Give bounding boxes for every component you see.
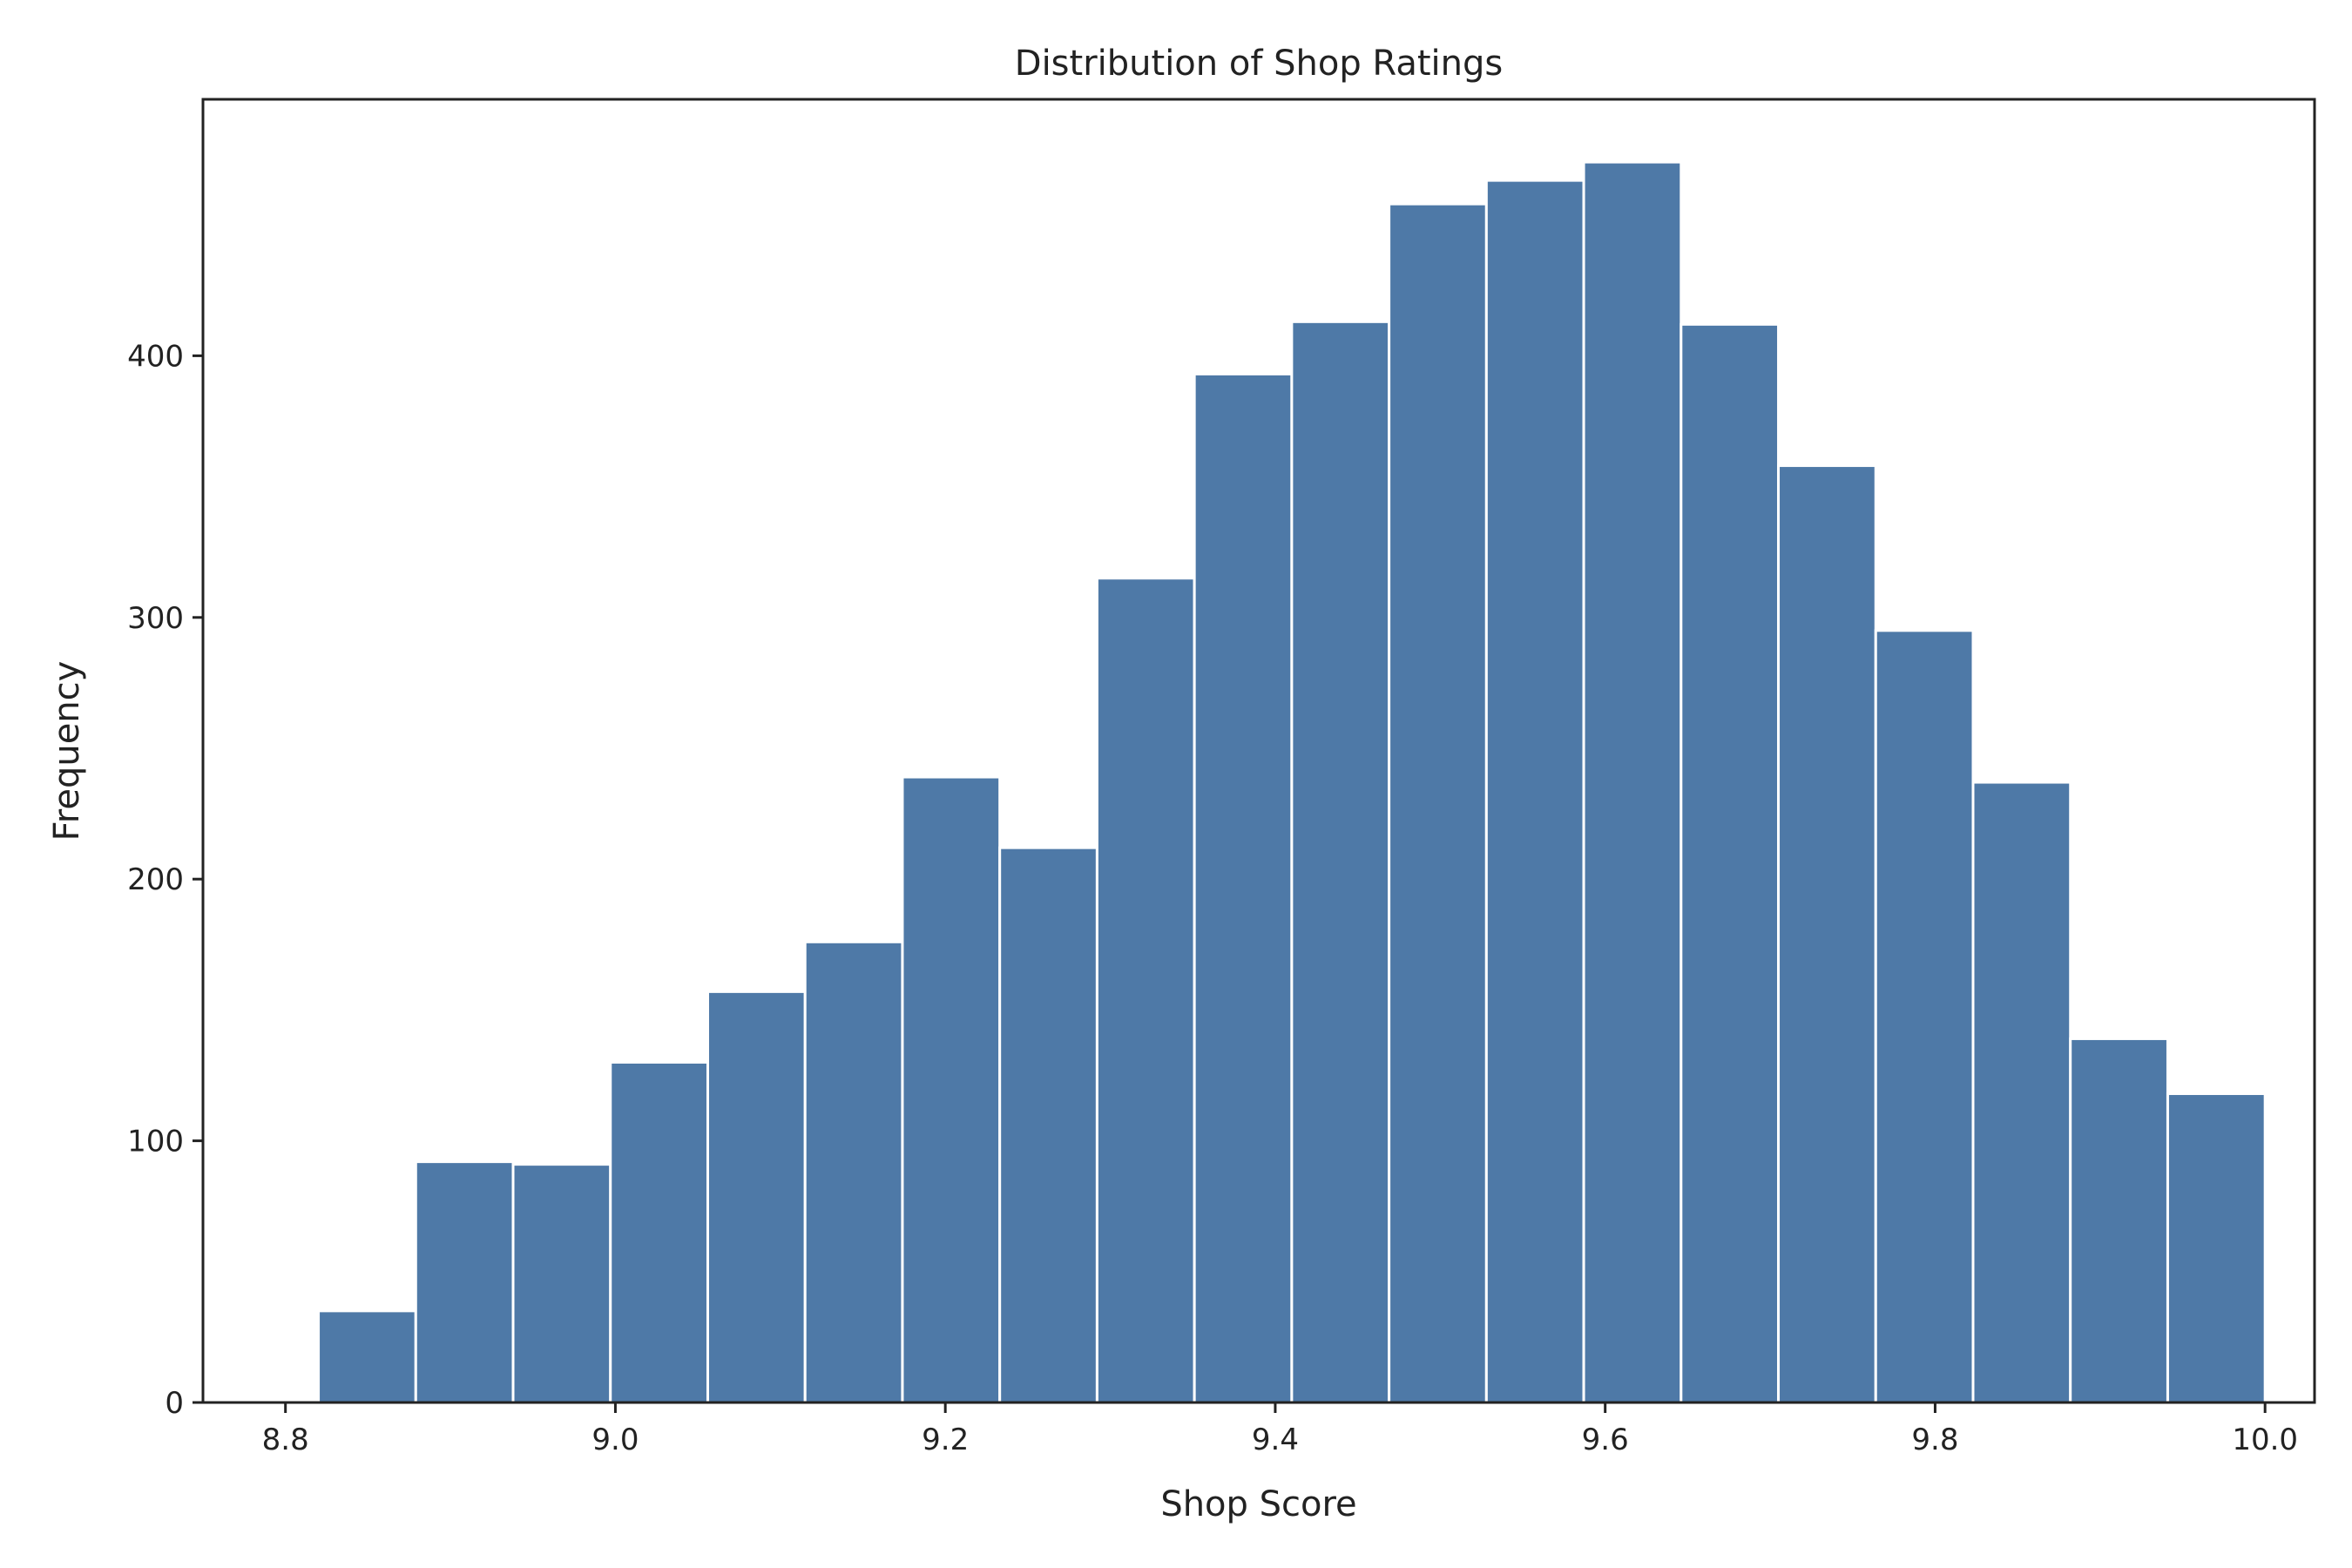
y-tick-label: 400 xyxy=(127,339,184,374)
x-axis-label: Shop Score xyxy=(1160,1484,1356,1524)
histogram-bar xyxy=(609,1060,709,1404)
x-tick-label: 9.6 xyxy=(1582,1423,1629,1457)
histogram-bar xyxy=(414,1160,515,1404)
histogram-bar xyxy=(901,775,1002,1404)
histogram-bar xyxy=(1095,577,1196,1404)
histogram-bar xyxy=(998,846,1098,1404)
histogram-bar xyxy=(803,940,904,1404)
histogram-bar xyxy=(2166,1092,2267,1404)
x-tick-label: 9.8 xyxy=(1911,1423,1958,1457)
y-tick-label: 200 xyxy=(127,862,184,897)
histogram-bar xyxy=(1388,202,1488,1404)
histogram-bar xyxy=(1582,160,1683,1404)
y-tick-label: 0 xyxy=(165,1386,184,1421)
histogram-bar xyxy=(1971,781,2072,1404)
histogram-bar xyxy=(706,990,807,1404)
histogram-bar xyxy=(1290,320,1391,1404)
histogram-bar xyxy=(1874,629,1975,1404)
y-axis-label: Frequency xyxy=(47,661,87,841)
bars-group xyxy=(317,160,2267,1404)
x-tick-label: 9.2 xyxy=(922,1423,969,1457)
histogram-bar xyxy=(511,1163,612,1404)
histogram-bar xyxy=(1777,464,1877,1404)
x-tick-label: 10.0 xyxy=(2232,1423,2298,1457)
plot-frame xyxy=(201,98,2316,1404)
histogram-bar xyxy=(1193,372,1294,1404)
x-axis-ticks: 8.8 9.0 9.2 9.4 9.6 9.8 10.0 xyxy=(262,1402,2298,1457)
x-tick-label: 9.0 xyxy=(591,1423,639,1457)
histogram-bar xyxy=(2069,1037,2169,1404)
y-axis-ticks: 0 100 200 300 400 xyxy=(127,339,203,1421)
y-tick-label: 300 xyxy=(127,601,184,636)
x-tick-label: 9.4 xyxy=(1252,1423,1299,1457)
histogram-bar xyxy=(317,1309,417,1404)
chart-title: Distribution of Shop Ratings xyxy=(1015,44,1503,84)
x-tick-label: 8.8 xyxy=(262,1423,309,1457)
y-tick-label: 100 xyxy=(127,1125,184,1159)
histogram-bar xyxy=(1484,179,1585,1404)
histogram-bar xyxy=(1680,322,1781,1404)
